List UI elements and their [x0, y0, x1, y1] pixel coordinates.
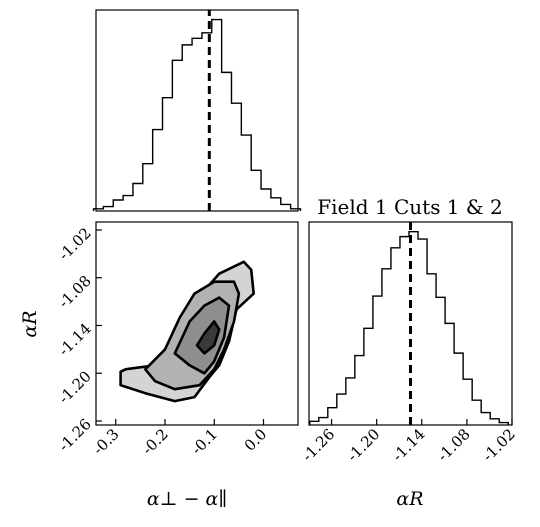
panel-frame-contour [95, 221, 299, 426]
histogram-right-x-tick-label: -1.02 [479, 425, 519, 465]
histogram-right-bin [445, 323, 454, 425]
contour-x-tick-label: -0.1 [188, 425, 221, 458]
histogram-right-outline [309, 230, 509, 425]
contour-y-tick-label: -1.08 [55, 272, 95, 312]
contour-y-ticks: -1.26 -1.20 -1.14 -1.08 -1.02 [55, 224, 102, 455]
histogram-right-bin [382, 269, 391, 425]
histogram-top-bin [231, 103, 241, 211]
histogram-right-bin [364, 328, 373, 425]
histogram-top-outline [92, 18, 302, 211]
histogram-right-x-tick-label: -1.14 [389, 425, 429, 465]
histogram-right-x-tick-label: -1.26 [298, 425, 338, 465]
histogram-top-bin [123, 196, 133, 211]
histogram-top-bin [251, 170, 261, 211]
histogram-top-bin [222, 72, 232, 211]
histogram-top-bin [113, 200, 123, 211]
histogram-top-bin [241, 135, 251, 211]
histogram-right-bin [490, 419, 499, 425]
histogram-steps-top [92, 18, 302, 211]
histogram-right-x-axis-label: αR [396, 488, 423, 510]
contour-x-tick-label: 0.0 [241, 425, 271, 455]
histogram-top-bin [271, 198, 281, 211]
histogram-right-x-ticks: -1.26 -1.20 -1.14 -1.08 -1.02 [298, 419, 519, 465]
histogram-right-bin [454, 353, 463, 425]
histogram-right-bin [472, 400, 481, 425]
histogram-right-bin [481, 413, 490, 425]
histogram-right-bin [373, 296, 382, 425]
contour-level-4 [195, 320, 221, 355]
contour-y-tick-label: -1.02 [55, 224, 95, 264]
histogram-right-x-tick-label: -1.08 [434, 425, 474, 465]
histogram-right-bin [400, 237, 409, 425]
histogram-right-bin [355, 356, 364, 425]
histogram-right-x-tick-label: -1.20 [344, 425, 384, 465]
histogram-right-bin [337, 394, 346, 425]
histogram-right-bin [328, 408, 337, 425]
histogram-top-bin [281, 204, 291, 211]
histogram-right-bin [463, 379, 472, 425]
histogram-right-bin [391, 248, 400, 425]
contour-y-axis-label: αR [19, 310, 41, 337]
histogram-panel-right: Field 1 Cuts 1 & 2 -1.26 -1.20 -1.14 -1.08-… [298, 195, 518, 510]
histogram-top-bin [163, 98, 173, 211]
contour-y-tick-label: -1.26 [55, 415, 95, 455]
histogram-top-bin [153, 130, 163, 211]
panel-frame-top [95, 9, 299, 212]
histogram-right-bin [319, 418, 328, 425]
contour-levels [119, 260, 255, 403]
histogram-top-bin [182, 45, 192, 211]
contour-y-tick-label: -1.14 [55, 320, 95, 360]
histogram-title-right: Field 1 Cuts 1 & 2 [317, 195, 503, 219]
histogram-right-bin [436, 297, 445, 425]
histogram-right-bin [418, 239, 427, 425]
contour-panel: -0.3 -0.2 -0.1 0.0 -1.26 -1.20 -1.14 -1.08 -1.0… [19, 221, 299, 510]
histogram-top-bin [212, 20, 222, 211]
histogram-top-bin [172, 60, 182, 211]
histogram-top-bin [261, 189, 271, 211]
contour-x-tick-label: -0.3 [89, 425, 122, 458]
histogram-top-bin [133, 183, 143, 211]
contour-x-axis-label: α⊥ − α∥ [147, 488, 227, 510]
contour-y-tick-label: -1.20 [55, 367, 95, 407]
contour-x-tick-label: -0.2 [139, 425, 172, 458]
histogram-top-bin [192, 38, 202, 211]
histogram-steps-right [309, 230, 509, 425]
histogram-top-bin [143, 164, 153, 211]
histogram-right-bin [427, 274, 436, 425]
histogram-right-bin [346, 378, 355, 425]
panel-frame-right [308, 221, 513, 426]
histogram-panel-top [92, 9, 302, 212]
